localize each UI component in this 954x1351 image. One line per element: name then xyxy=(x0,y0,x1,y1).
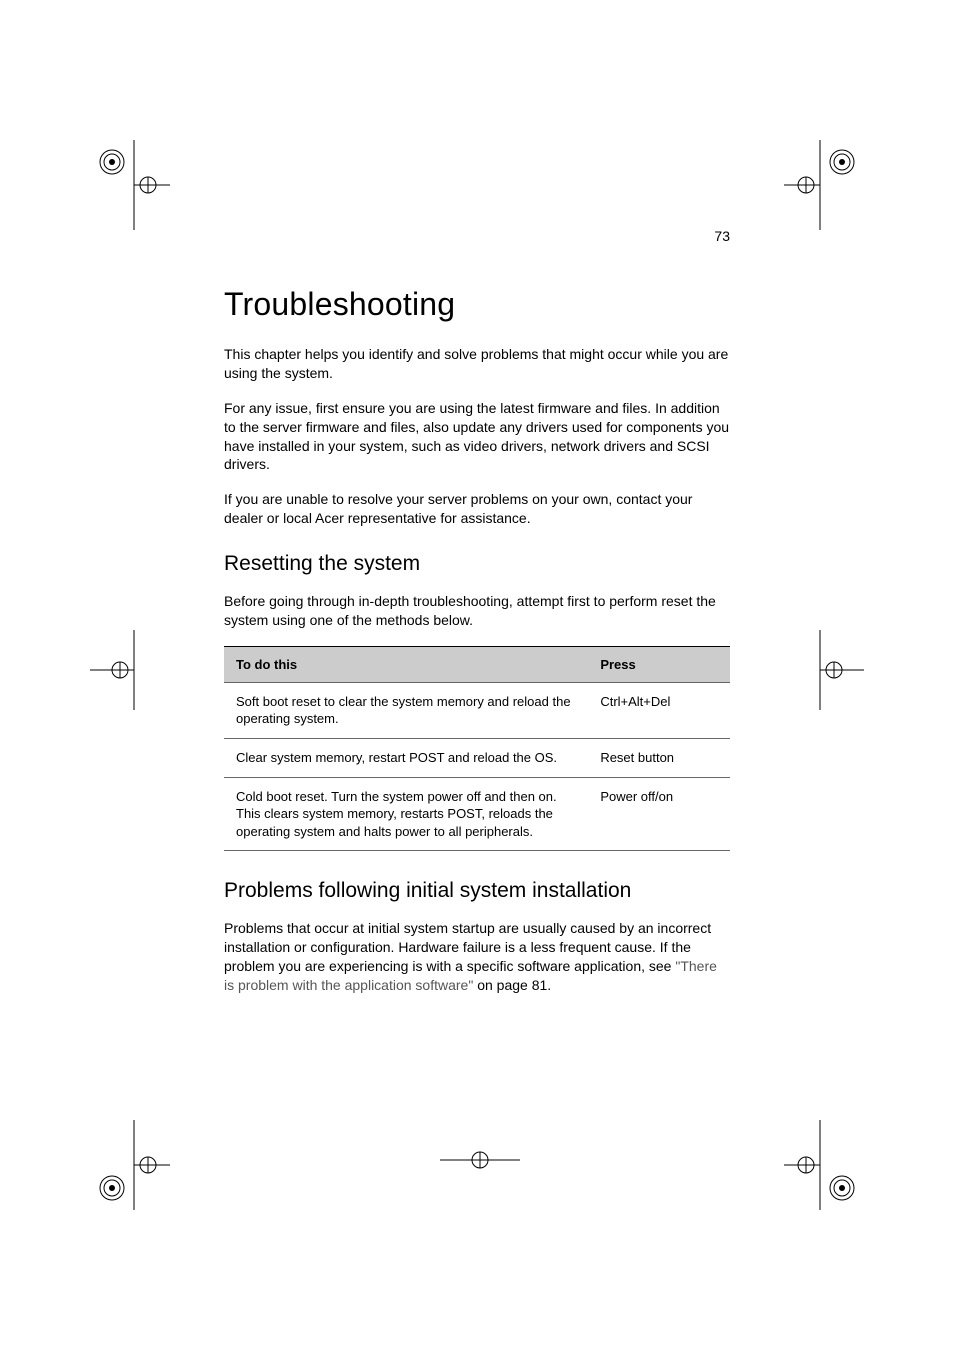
printer-mark-top-left xyxy=(90,140,170,230)
printer-mark-left-center xyxy=(90,630,150,710)
table-cell-press: Reset button xyxy=(588,739,730,778)
para-before-quote: Problems that occur at initial system st… xyxy=(224,920,711,974)
table-row: Cold boot reset. Turn the system power o… xyxy=(224,777,730,851)
reset-methods-table: To do this Press Soft boot reset to clea… xyxy=(224,646,730,851)
section-problems-title: Problems following initial system instal… xyxy=(224,879,730,903)
table-header-press: Press xyxy=(588,646,730,682)
table-cell-action: Cold boot reset. Turn the system power o… xyxy=(224,777,588,851)
table-cell-press: Power off/on xyxy=(588,777,730,851)
para-after-quote: on page 81. xyxy=(473,977,551,993)
page-content: 73 Troubleshooting This chapter helps yo… xyxy=(224,228,730,1011)
table-cell-action: Soft boot reset to clear the system memo… xyxy=(224,682,588,738)
section-resetting-intro: Before going through in-depth troublesho… xyxy=(224,592,730,630)
printer-mark-bottom-right xyxy=(784,1120,864,1210)
page-number: 73 xyxy=(714,228,730,244)
intro-paragraph-3: If you are unable to resolve your server… xyxy=(224,490,730,528)
section-problems-paragraph: Problems that occur at initial system st… xyxy=(224,919,730,995)
table-cell-action: Clear system memory, restart POST and re… xyxy=(224,739,588,778)
printer-mark-bottom-left xyxy=(90,1120,170,1210)
table-header-action: To do this xyxy=(224,646,588,682)
section-resetting-title: Resetting the system xyxy=(224,552,730,576)
printer-mark-right-center xyxy=(804,630,864,710)
printer-mark-bottom-center xyxy=(440,1140,520,1180)
table-row: Soft boot reset to clear the system memo… xyxy=(224,682,730,738)
printer-mark-top-right xyxy=(784,140,864,230)
intro-paragraph-1: This chapter helps you identify and solv… xyxy=(224,345,730,383)
intro-paragraph-2: For any issue, first ensure you are usin… xyxy=(224,399,730,475)
page-title: Troubleshooting xyxy=(224,286,730,323)
table-cell-press: Ctrl+Alt+Del xyxy=(588,682,730,738)
table-row: Clear system memory, restart POST and re… xyxy=(224,739,730,778)
